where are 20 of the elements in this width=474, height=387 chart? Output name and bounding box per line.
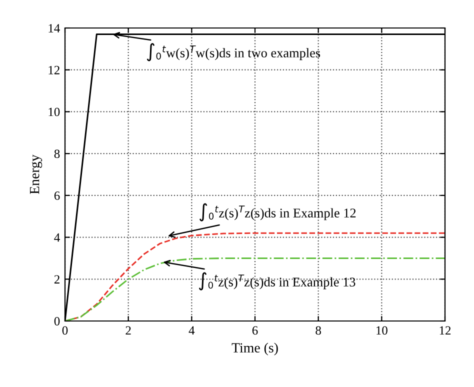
x-tick-label: 12 xyxy=(440,326,451,335)
y-axis-title: Energy xyxy=(30,154,42,194)
x-axis-title: Time (s) xyxy=(232,342,278,356)
x-tick-label: 6 xyxy=(252,326,258,335)
x-tick-label: 10 xyxy=(376,326,388,335)
y-tick-label: 2 xyxy=(54,275,60,284)
annotation: ∫$_{0}$$^{t}$z(s)$^{T}$z(s)ds in Example 13 xyxy=(198,272,356,290)
x-tick-label: 4 xyxy=(188,326,195,335)
y-tick-label: 4 xyxy=(54,233,60,242)
annotation: ∫$_{0}$$^{t}$z(s)$^{T}$z(s)ds in Example 12 xyxy=(200,203,356,222)
x-tick-label: 2 xyxy=(126,326,131,335)
y-tick-label: 12 xyxy=(48,66,60,74)
y-tick-label: 6 xyxy=(54,191,60,200)
y-tick-label: 10 xyxy=(48,108,60,116)
x-tick-label: 0 xyxy=(62,326,68,335)
annotation: ∫$_{0}$$^{t}$w(s)$^{T}$w(s)ds in two examples xyxy=(146,43,320,62)
y-tick-label: 14 xyxy=(48,24,60,32)
y-tick-label: 8 xyxy=(54,150,60,158)
y-tick-label: 0 xyxy=(54,317,60,326)
x-tick-label: 8 xyxy=(316,326,321,335)
